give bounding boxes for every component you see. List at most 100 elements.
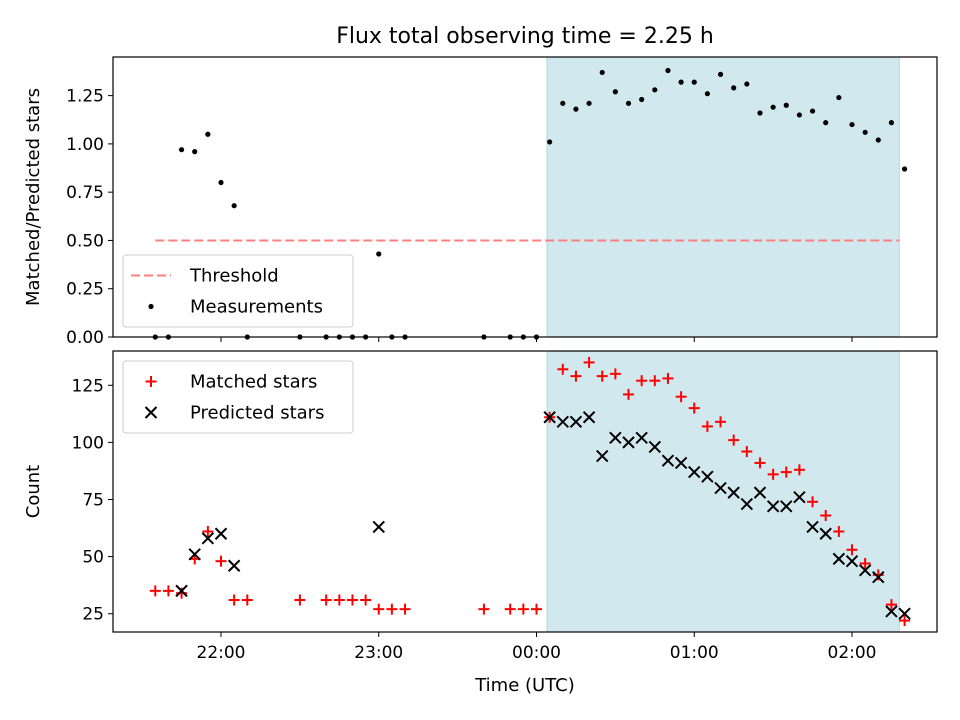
data-point bbox=[754, 457, 766, 469]
data-point bbox=[662, 372, 674, 384]
data-point bbox=[885, 605, 898, 618]
data-point bbox=[701, 470, 714, 483]
data-point bbox=[599, 69, 605, 76]
data-point bbox=[741, 446, 753, 458]
data-point bbox=[636, 375, 648, 387]
data-point bbox=[333, 594, 345, 606]
top-panel: 0.00 0.25 0.50 0.75 1.00 1.25 Matched/Predicte… bbox=[23, 56, 938, 348]
data-point bbox=[832, 552, 846, 566]
data-point bbox=[227, 559, 241, 572]
data-point bbox=[573, 106, 579, 112]
data-point bbox=[569, 415, 583, 429]
data-point bbox=[215, 555, 227, 567]
legend-entry: Measurements bbox=[148, 297, 323, 318]
data-point bbox=[188, 548, 201, 561]
y-tick-label: 125 bbox=[72, 376, 104, 396]
data-point bbox=[806, 520, 819, 534]
data-point bbox=[766, 500, 780, 513]
legend-label: Matched stars bbox=[190, 372, 317, 393]
data-point bbox=[623, 388, 635, 400]
data-point bbox=[648, 440, 662, 454]
data-point bbox=[386, 603, 398, 615]
data-point bbox=[478, 603, 490, 615]
data-point bbox=[836, 94, 842, 101]
chart-title: Flux total observing time = 2.25 h bbox=[336, 24, 714, 49]
data-point bbox=[556, 415, 569, 429]
data-point bbox=[807, 496, 819, 508]
data-point bbox=[744, 81, 750, 87]
data-point bbox=[862, 129, 868, 135]
bottom-panel: 25 50 75 100 125 22:00 23:00 00:00 01:00 02:00 Cou… bbox=[23, 350, 938, 663]
x-tick-label: 01:00 bbox=[670, 643, 719, 663]
data-point bbox=[688, 465, 701, 479]
data-point bbox=[770, 104, 776, 110]
data-point bbox=[849, 121, 855, 128]
y-tick-label: 100 bbox=[72, 433, 104, 453]
data-point bbox=[360, 594, 372, 606]
data-point bbox=[688, 402, 700, 414]
x-tick-label: 22:00 bbox=[197, 643, 246, 663]
legend-label: Measurements bbox=[190, 297, 323, 318]
data-point bbox=[639, 96, 645, 103]
data-point bbox=[819, 527, 832, 540]
data-point bbox=[796, 112, 803, 118]
data-point bbox=[757, 110, 763, 116]
data-point bbox=[320, 594, 332, 606]
legend-label: Predicted stars bbox=[190, 403, 324, 424]
series-matched-stars bbox=[149, 356, 911, 627]
data-point bbox=[649, 375, 661, 387]
data-point bbox=[701, 420, 713, 432]
data-point bbox=[625, 100, 632, 106]
data-point bbox=[609, 368, 621, 380]
data-point bbox=[731, 85, 737, 91]
data-point bbox=[399, 603, 411, 615]
legend-entry: Matched stars bbox=[145, 372, 317, 393]
data-point bbox=[543, 411, 556, 424]
data-point bbox=[783, 102, 789, 108]
data-point bbox=[622, 436, 635, 449]
data-point bbox=[373, 603, 385, 615]
data-point bbox=[547, 139, 553, 145]
data-point bbox=[753, 486, 767, 499]
data-point bbox=[678, 79, 684, 85]
data-point bbox=[714, 481, 727, 495]
legend-box bbox=[122, 360, 354, 434]
data-point bbox=[205, 131, 211, 137]
legend-entry: Predicted stars bbox=[144, 403, 324, 424]
data-point bbox=[149, 585, 161, 597]
y-tick-label: 0.00 bbox=[66, 328, 104, 348]
data-point bbox=[635, 431, 648, 445]
legend-swatch bbox=[148, 303, 154, 310]
y-tick-label: 25 bbox=[82, 605, 104, 625]
data-point bbox=[899, 615, 911, 627]
data-point bbox=[715, 416, 727, 428]
data-point bbox=[228, 594, 240, 606]
data-point bbox=[346, 594, 358, 606]
data-point bbox=[888, 120, 895, 126]
data-point bbox=[740, 497, 754, 511]
data-point bbox=[845, 554, 859, 568]
data-point bbox=[582, 411, 596, 424]
data-point bbox=[793, 491, 806, 504]
y-tick-label: 1.00 bbox=[66, 135, 104, 155]
data-point bbox=[872, 570, 885, 584]
data-point bbox=[294, 594, 306, 606]
data-point bbox=[780, 466, 792, 478]
x-tick-label: 02:00 bbox=[828, 643, 877, 663]
data-point bbox=[875, 137, 881, 143]
y-tick-label: 0.25 bbox=[66, 280, 104, 300]
data-point bbox=[820, 509, 832, 521]
data-point bbox=[570, 370, 582, 382]
data-point bbox=[201, 532, 215, 545]
y-axis-label: Matched/Predicted stars bbox=[23, 88, 44, 306]
data-point bbox=[192, 149, 198, 155]
data-point bbox=[691, 79, 697, 85]
observing-window-shade bbox=[547, 57, 900, 337]
data-point bbox=[517, 603, 529, 615]
data-point bbox=[504, 603, 516, 615]
data-point bbox=[202, 525, 214, 537]
data-point bbox=[833, 525, 845, 537]
x-tick-label: 00:00 bbox=[512, 643, 561, 663]
data-point bbox=[727, 486, 740, 499]
data-point bbox=[596, 370, 608, 382]
